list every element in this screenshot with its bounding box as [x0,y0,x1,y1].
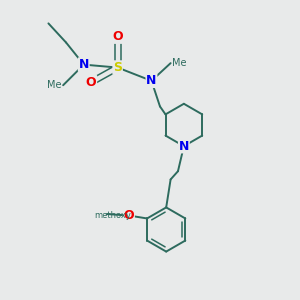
Text: O: O [86,76,96,89]
Text: S: S [113,61,122,74]
Text: O: O [112,30,123,43]
Text: methoxy: methoxy [94,211,131,220]
Text: N: N [79,58,89,71]
Text: N: N [179,140,189,153]
Text: Me: Me [172,58,187,68]
Text: O: O [124,209,134,222]
Text: N: N [146,74,157,87]
Text: Me: Me [47,80,62,90]
